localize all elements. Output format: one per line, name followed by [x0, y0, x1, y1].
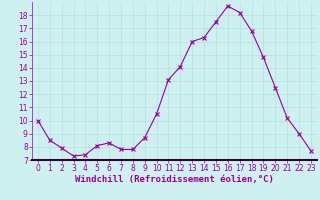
- X-axis label: Windchill (Refroidissement éolien,°C): Windchill (Refroidissement éolien,°C): [75, 175, 274, 184]
